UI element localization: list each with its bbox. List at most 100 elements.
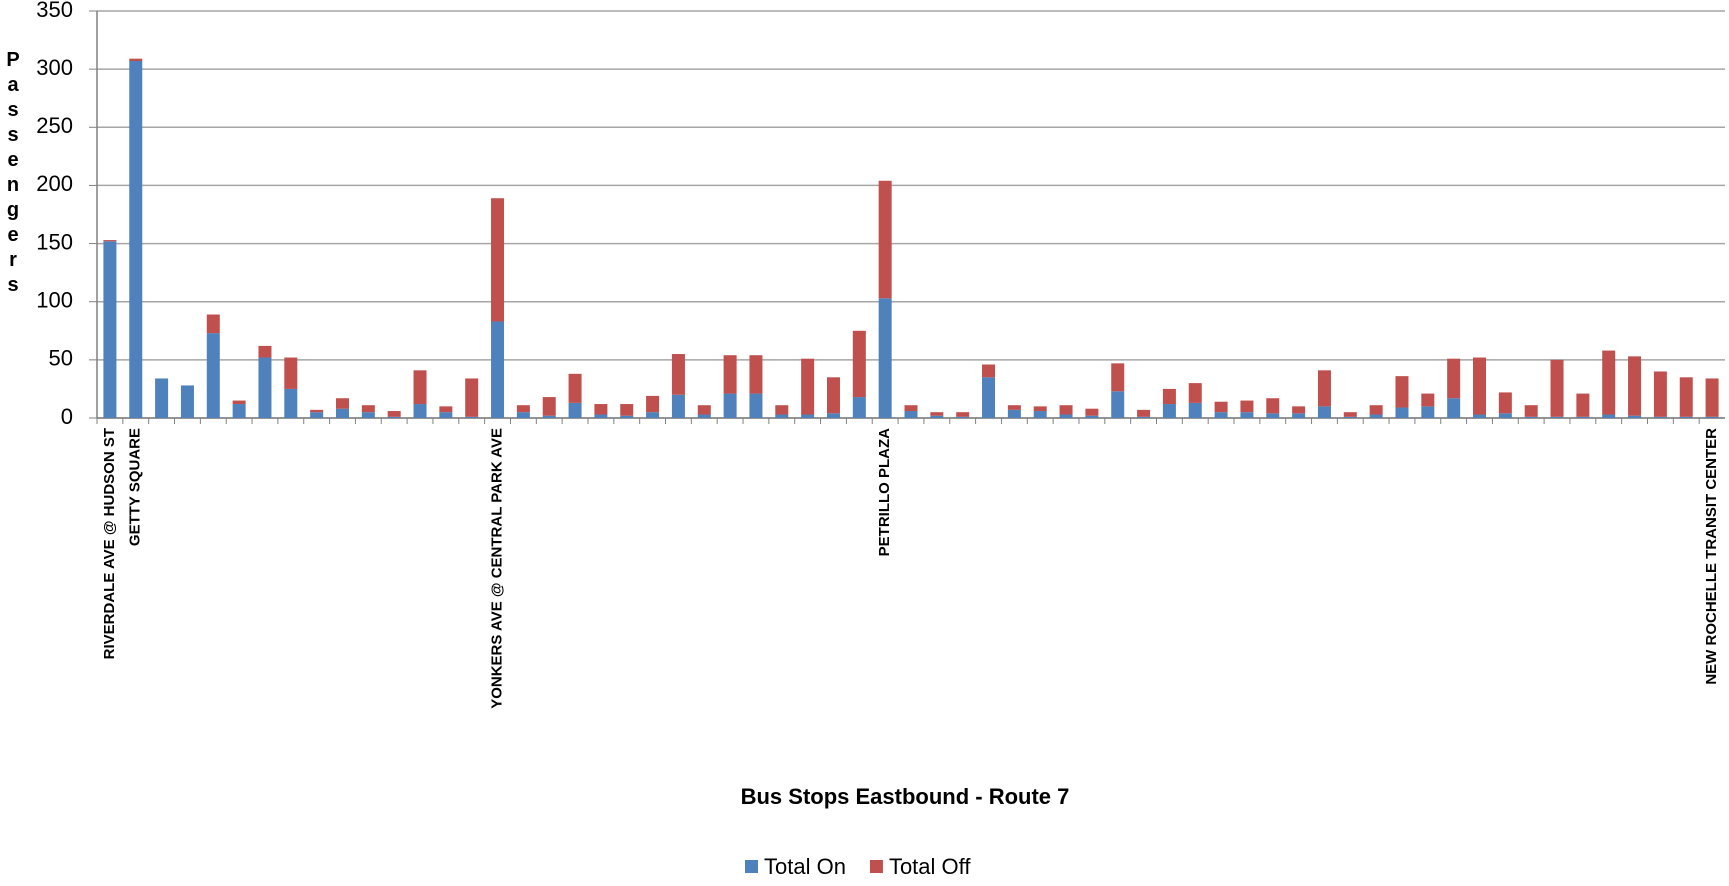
bar-segment (1628, 356, 1642, 416)
bar-segment (413, 404, 427, 418)
bar-segment (1705, 416, 1719, 418)
bar-segment (335, 398, 349, 409)
bar-segment (516, 405, 530, 413)
bar-segment (1524, 416, 1538, 418)
bar-segment (568, 402, 582, 418)
bar-segment (516, 412, 530, 418)
y-tick-label: 100 (36, 288, 73, 313)
bar-segment (1343, 416, 1357, 418)
bar-segment (1292, 413, 1306, 418)
bar-segment (232, 404, 246, 418)
bar-segment (697, 405, 711, 415)
bar-segment (620, 404, 634, 416)
bar-segment (904, 405, 918, 412)
bar-segment (465, 416, 479, 418)
bar-segment (1705, 378, 1719, 417)
bar-segment (1059, 405, 1073, 415)
bar-segment (1421, 393, 1435, 407)
bar-segment (1576, 393, 1590, 417)
legend-swatch (869, 860, 883, 873)
bar-segment (1628, 415, 1642, 418)
bar-segment (749, 393, 763, 418)
bar-segment (749, 355, 763, 394)
x-axis-title: Bus Stops Eastbound - Route 7 (741, 784, 1070, 809)
bar-segment (723, 393, 737, 418)
bar-segment (1679, 377, 1693, 417)
bar-segment (387, 411, 401, 417)
bar-segment (982, 377, 996, 418)
bar-segment (1395, 376, 1409, 408)
bar-segment (878, 180, 892, 299)
bar-segment (439, 412, 453, 418)
bar-segment (361, 405, 375, 413)
y-tick-label: 50 (49, 346, 73, 371)
bar-segment (284, 388, 298, 418)
bar-segment (155, 378, 169, 418)
x-tick-label: PETRILLO PLAZA (876, 428, 893, 556)
bar-segment (878, 298, 892, 418)
bar-segment (1550, 359, 1564, 417)
bar-segment (491, 321, 505, 418)
bar-segment (1266, 398, 1280, 414)
bar-segment (1602, 350, 1616, 415)
y-tick-label: 200 (36, 171, 73, 196)
bar-segment (1369, 414, 1383, 418)
bar-segment (1653, 416, 1667, 418)
bar-segment (491, 198, 505, 322)
bar-segment (1240, 400, 1254, 413)
bar-segment (1085, 408, 1099, 416)
bar-segment (103, 241, 117, 418)
bar-segment (956, 416, 970, 418)
bar-segment (465, 378, 479, 417)
bar-segment (594, 404, 608, 415)
bar-segment (1240, 412, 1254, 418)
x-tick-label: YONKERS AVE @ CENTRAL PARK AVE (489, 428, 506, 709)
bar-segment (930, 412, 944, 416)
y-tick-label: 250 (36, 113, 73, 138)
bar-segment (1473, 414, 1487, 418)
bar-segment (956, 412, 970, 417)
bar-segment (1343, 412, 1357, 417)
bar-segment (206, 333, 220, 418)
bar-segment (1137, 409, 1151, 417)
bar-segment (568, 373, 582, 403)
bar-segment (361, 412, 375, 418)
bar-segment (852, 397, 866, 418)
bar-segment (1266, 413, 1280, 418)
bar-segment (1033, 411, 1047, 418)
x-tick-label: NEW ROCHELLE TRANSIT CENTER (1703, 428, 1720, 685)
bar-segment (258, 345, 272, 358)
bar-segment (801, 414, 815, 418)
y-tick-label: 150 (36, 229, 73, 254)
bar-segment (1007, 405, 1021, 410)
bar-segment (930, 415, 944, 418)
bar-segment (1421, 406, 1435, 418)
bar-segment (826, 413, 840, 418)
y-axis-title: Passengers (6, 49, 20, 296)
bar-segment (1162, 404, 1176, 418)
bar-segment (542, 415, 556, 418)
legend-swatch (745, 860, 758, 873)
bar-segment (1498, 392, 1512, 414)
bar-segment (310, 409, 324, 413)
bar-segment (852, 330, 866, 398)
bar-segment (103, 240, 117, 242)
bar-segment (129, 58, 143, 62)
bar-segment (1317, 370, 1331, 407)
bar-segment (594, 414, 608, 418)
bar-segment (1395, 407, 1409, 418)
bar-segment (775, 414, 789, 418)
bar-segment (542, 397, 556, 416)
bar-segment (1085, 415, 1099, 418)
y-tick-label: 0 (61, 404, 73, 429)
bar-segment (1550, 416, 1564, 418)
bar-segment (723, 355, 737, 394)
bar-segment (1162, 388, 1176, 405)
bar-segment (1059, 414, 1073, 418)
bar-segment (1188, 383, 1202, 403)
bar-segment (1214, 401, 1228, 413)
bar-segment (801, 358, 815, 415)
bar-segment (439, 406, 453, 413)
